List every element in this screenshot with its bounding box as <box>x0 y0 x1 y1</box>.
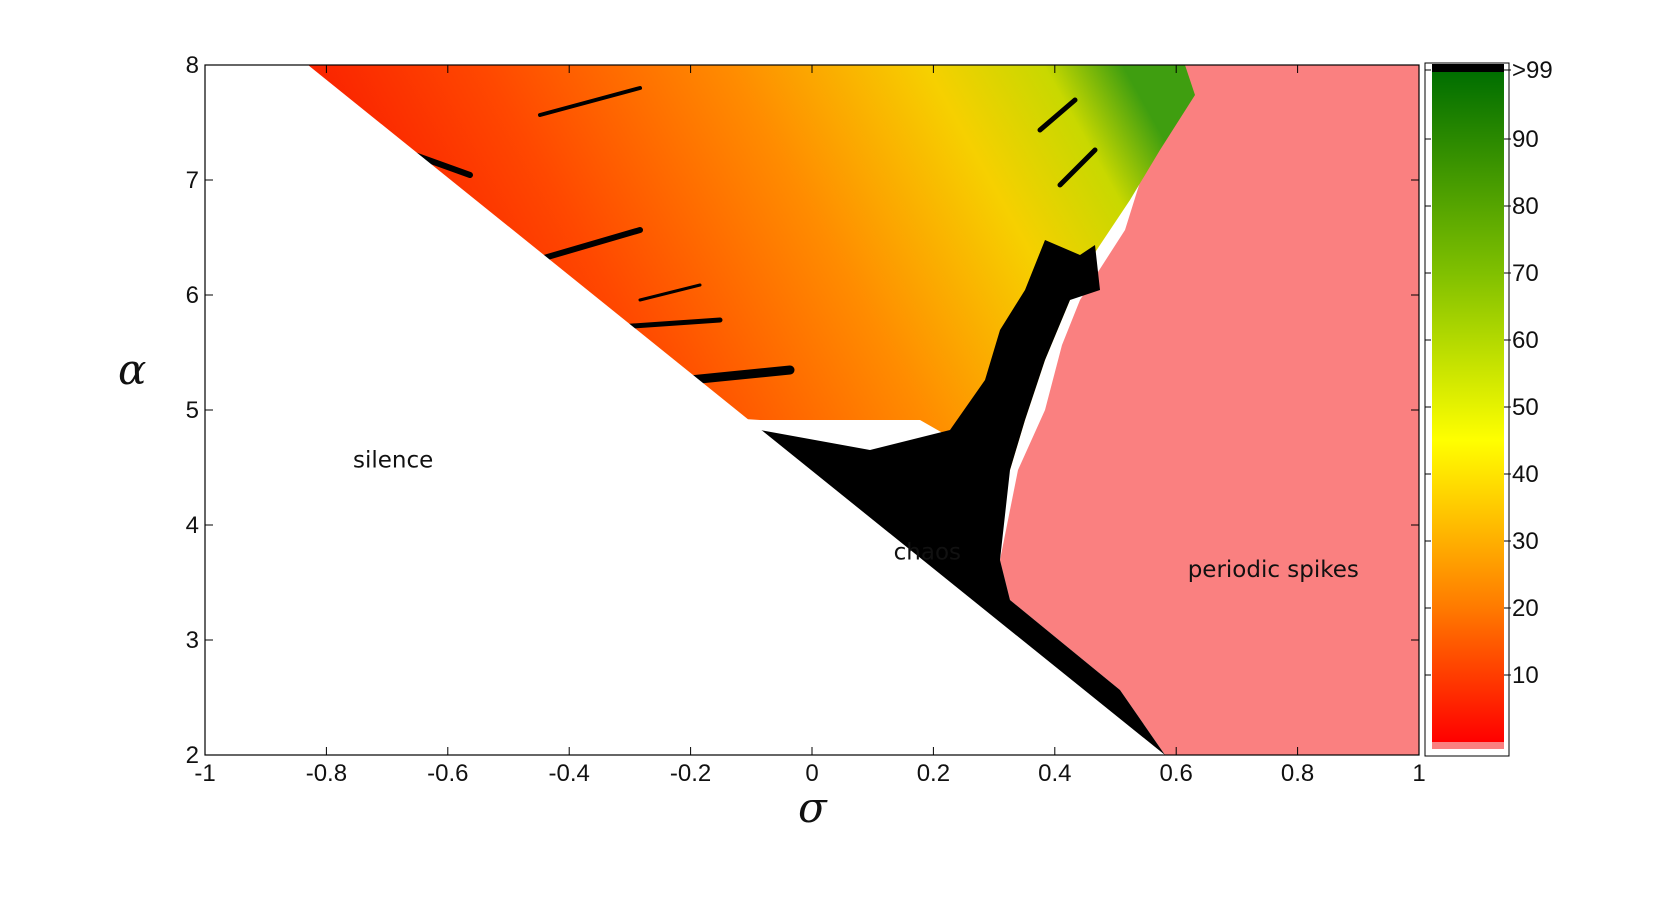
chaos-region <box>655 240 1165 755</box>
y-tick-label: 8 <box>186 52 199 79</box>
x-tick-label: -1 <box>194 760 215 787</box>
colorbar-tick-label: 70 <box>1512 260 1539 287</box>
colorbar-tick-label: 90 <box>1512 126 1539 153</box>
y-tick-label: 4 <box>186 512 199 539</box>
x-axis-label: σ <box>798 783 828 832</box>
colorbar-tick-label: 50 <box>1512 394 1539 421</box>
x-tick-label: -0.4 <box>549 760 590 787</box>
x-axis-ticks: -1 -0.8 -0.6 -0.4 -0.2 0 0.2 0.4 0.6 0.8 1 <box>194 65 1426 787</box>
colorbar-tick-label: 20 <box>1512 595 1539 622</box>
y-tick-label: 6 <box>186 282 199 309</box>
periodic-spikes-region <box>1000 65 1419 755</box>
region-label-periodic-spikes: periodic spikes <box>1188 557 1359 583</box>
y-tick-label: 7 <box>186 167 199 194</box>
region-label-silence: silence <box>353 448 433 474</box>
colorbar-ticks: 10 20 30 40 50 60 70 80 90 >99 <box>1425 57 1553 689</box>
x-tick-label: 0.2 <box>917 760 950 787</box>
silence-region <box>205 65 1165 755</box>
y-axis-ticks: 2 3 4 5 6 7 8 <box>186 52 1419 769</box>
x-tick-label: 0.8 <box>1281 760 1314 787</box>
colorbar-tick-label: 10 <box>1512 662 1539 689</box>
colorbar-tick-label: 60 <box>1512 327 1539 354</box>
colorbar-tick-label: >99 <box>1512 57 1553 84</box>
colorbar-tick-label: 80 <box>1512 193 1539 220</box>
x-tick-label: 1 <box>1412 760 1425 787</box>
x-tick-label: 0.4 <box>1038 760 1071 787</box>
x-tick-label: 0.6 <box>1160 760 1193 787</box>
regular-region <box>308 65 1195 470</box>
x-tick-label: -0.8 <box>306 760 347 787</box>
x-tick-label: -0.6 <box>427 760 468 787</box>
region-label-chaos: chaos <box>894 540 961 566</box>
colorbar-pink-band <box>1432 742 1504 749</box>
y-tick-label: 3 <box>186 627 199 654</box>
colorbar-gradient <box>1432 72 1504 742</box>
y-tick-label: 2 <box>186 742 199 769</box>
colorbar-black-cap <box>1432 64 1504 72</box>
region-labels: silence chaos periodic spikes <box>353 448 1359 583</box>
colorbar-tick-label: 30 <box>1512 528 1539 555</box>
colorbar: 10 20 30 40 50 60 70 80 90 >99 <box>1424 57 1553 757</box>
y-tick-label: 5 <box>186 397 199 424</box>
colorbar-tick-label: 40 <box>1512 461 1539 488</box>
x-tick-label: 0 <box>805 760 818 787</box>
y-axis-label: α <box>118 345 146 394</box>
x-tick-label: -0.2 <box>670 760 711 787</box>
